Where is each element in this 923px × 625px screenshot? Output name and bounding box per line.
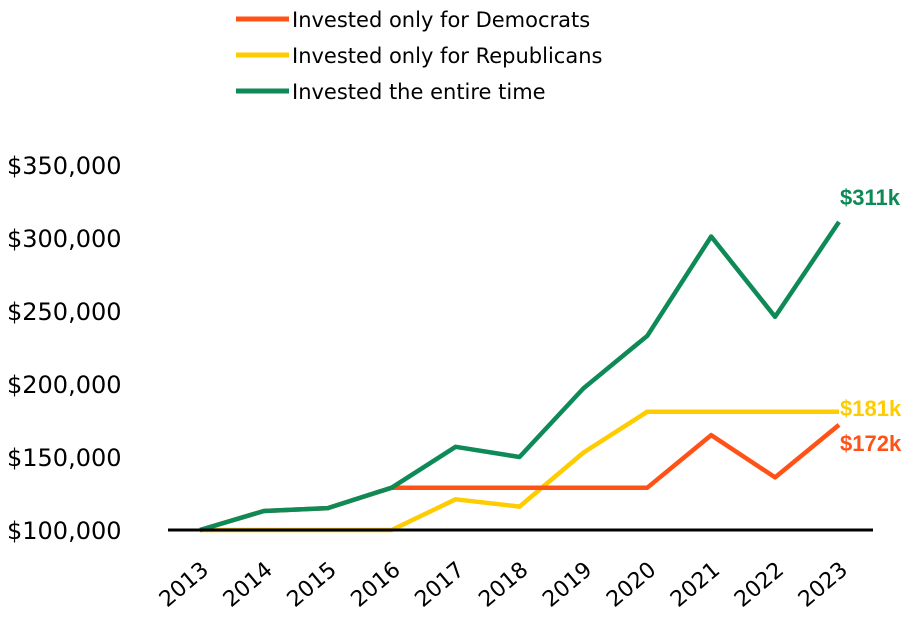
x-tick-label: 2018	[474, 557, 533, 612]
x-tick-label: 2021	[666, 557, 725, 612]
series-line-invested-only-for-democrats	[199, 423, 841, 533]
x-tick-label: 2016	[347, 557, 406, 612]
y-tick-label: $250,000	[7, 298, 122, 326]
end-labels: $311k $181k $172k	[840, 185, 902, 456]
end-label-invested-the-entire-time: $311k	[840, 185, 901, 210]
x-tick-label: 2014	[219, 557, 278, 612]
y-tick-label: $200,000	[7, 371, 122, 399]
legend-label-invested-the-entire-time: Invested the entire time	[292, 80, 546, 104]
legend: Invested only for Democrats Invested only…	[236, 8, 602, 104]
series-line-invested-only-for-republicans	[200, 409, 839, 533]
x-tick-label: 2015	[283, 557, 342, 612]
x-tick-label: 2019	[538, 557, 597, 612]
x-tick-label: 2017	[410, 557, 469, 612]
x-tick-label: 2022	[730, 557, 789, 612]
x-tick-label: 2023	[794, 557, 853, 612]
series-lines	[199, 220, 841, 533]
series-line-invested-the-entire-time	[199, 220, 841, 533]
legend-label-invested-only-for-democrats: Invested only for Democrats	[292, 8, 590, 32]
x-axis-ticks: 2013 2014 2015 2016 2017 2018 2019 2020 2021 2022…	[155, 557, 853, 612]
x-tick-label: 2020	[602, 557, 661, 612]
y-tick-label: $350,000	[7, 152, 122, 180]
x-tick-label: 2013	[155, 557, 214, 612]
y-axis-ticks: $100,000 $150,000 $200,000 $250,000 $300,000…	[7, 152, 122, 545]
y-tick-label: $100,000	[7, 517, 122, 545]
y-tick-label: $300,000	[7, 225, 122, 253]
end-label-invested-only-for-republicans: $181k	[840, 396, 902, 421]
y-tick-label: $150,000	[7, 444, 122, 472]
legend-label-invested-only-for-republicans: Invested only for Republicans	[292, 44, 602, 68]
end-label-invested-only-for-democrats: $172k	[840, 431, 902, 456]
